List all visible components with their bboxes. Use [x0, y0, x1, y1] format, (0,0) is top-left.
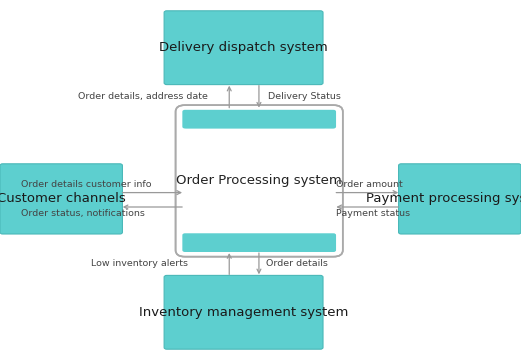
Text: Payment processing system: Payment processing system — [366, 192, 521, 206]
Text: Order status, notifications: Order status, notifications — [21, 209, 145, 217]
FancyBboxPatch shape — [0, 164, 122, 234]
FancyBboxPatch shape — [182, 233, 336, 252]
Text: Low inventory alerts: Low inventory alerts — [91, 259, 188, 268]
Text: Customer channels: Customer channels — [0, 192, 126, 206]
Text: Order details: Order details — [266, 259, 328, 268]
Bar — [185, 235, 333, 250]
FancyBboxPatch shape — [182, 110, 336, 129]
Text: Payment status: Payment status — [336, 209, 410, 217]
FancyBboxPatch shape — [176, 105, 343, 257]
FancyBboxPatch shape — [164, 275, 323, 349]
FancyBboxPatch shape — [399, 164, 521, 234]
Text: Delivery dispatch system: Delivery dispatch system — [159, 41, 328, 54]
Text: Order details, address date: Order details, address date — [78, 92, 208, 101]
FancyBboxPatch shape — [164, 11, 323, 85]
Text: Inventory management system: Inventory management system — [139, 306, 348, 319]
Text: Order details customer info: Order details customer info — [21, 180, 151, 189]
Text: Order amount: Order amount — [336, 180, 403, 189]
Text: Delivery Status: Delivery Status — [268, 92, 341, 101]
Bar — [185, 112, 333, 127]
Text: Order Processing system: Order Processing system — [176, 174, 342, 188]
